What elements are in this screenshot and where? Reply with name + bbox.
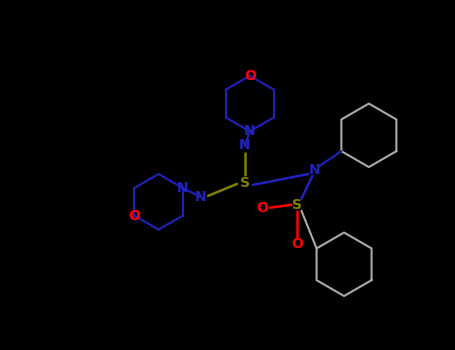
Text: N: N (239, 138, 251, 152)
Text: N: N (244, 124, 256, 138)
Text: O: O (129, 209, 141, 223)
Text: N: N (177, 181, 188, 195)
Text: N: N (308, 163, 320, 177)
Text: O: O (292, 237, 303, 251)
Text: O: O (244, 69, 256, 83)
Text: S: S (240, 176, 250, 190)
Text: S: S (293, 198, 303, 212)
Text: O: O (256, 201, 268, 215)
Text: N: N (194, 190, 206, 204)
